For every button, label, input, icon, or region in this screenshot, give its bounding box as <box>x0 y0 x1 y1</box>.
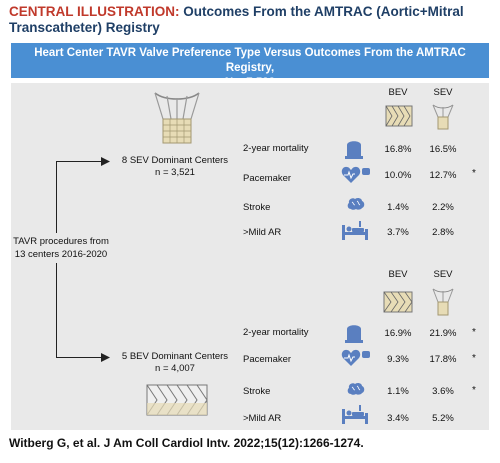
group-2-row-3-label: Stroke <box>243 386 271 397</box>
origin-line-1: TAVR procedures from <box>13 236 109 247</box>
group-1-sev-header: SEV <box>433 87 453 98</box>
group-2-row-1-label: 2-year mortality <box>243 327 309 338</box>
group-1-row-1-bev: 16.8% <box>384 144 412 155</box>
citation: Witberg G, et al. J Am Coll Cardiol Intv… <box>9 436 364 450</box>
group-1-bev-thumbnail <box>385 105 413 127</box>
brain-icon <box>347 382 365 395</box>
connector-top-horizontal <box>56 161 104 162</box>
origin-label: TAVR procedures from 13 centers 2016-202… <box>11 233 111 263</box>
group-2-row-3-star: * <box>472 385 476 396</box>
group-2-bev-header: BEV <box>388 269 408 280</box>
title-text: Outcomes From the AMTRAC (Aortic+Mitral … <box>9 4 464 35</box>
group-2-bev-thumbnail <box>383 291 413 313</box>
hospital-bed-icon <box>342 221 368 240</box>
group-2-row-2-label: Pacemaker <box>243 354 292 365</box>
bev-valve-image <box>146 384 208 416</box>
group-2-row-2-star: * <box>472 353 476 364</box>
sev-valve-image <box>154 92 200 144</box>
illustration-title: CENTRAL ILLUSTRATION: Outcomes From the … <box>9 4 495 36</box>
connector-bottom-horizontal <box>56 357 104 358</box>
group-1-row-3-sev: 2.2% <box>432 202 454 213</box>
heart-pacemaker-icon <box>341 166 370 183</box>
group-1-row-2-label: Pacemaker <box>243 173 292 184</box>
group-2-sev-header: SEV <box>433 269 453 280</box>
group-1-row-4-bev: 3.7% <box>387 227 409 238</box>
group-1-row-1-sev: 16.5% <box>429 144 457 155</box>
group-1-row-1-label: 2-year mortality <box>243 143 309 154</box>
group-1-row-3-label: Stroke <box>243 202 271 213</box>
group-2-n: n = 4,007 <box>155 363 195 374</box>
group-1-row-2-bev: 10.0% <box>384 170 412 181</box>
tombstone-icon <box>345 141 363 159</box>
group-2-row-4-sev: 5.2% <box>432 413 454 424</box>
heart-pacemaker-icon <box>341 349 370 366</box>
arrowhead-bottom <box>101 353 110 362</box>
tombstone-icon <box>345 325 363 343</box>
group-1-n: n = 3,521 <box>155 167 195 178</box>
group-1-row-4-label: >Mild AR <box>243 227 282 238</box>
central-illustration-label: CENTRAL ILLUSTRATION: <box>9 4 180 19</box>
group-2-name: 5 BEV Dominant Centers <box>121 351 229 362</box>
group-2-row-4-label: >Mild AR <box>243 413 282 424</box>
group-2-row-3-bev: 1.1% <box>387 386 409 397</box>
group-1-row-3-bev: 1.4% <box>387 202 409 213</box>
group-1-bev-header: BEV <box>388 87 408 98</box>
group-2-row-2-bev: 9.3% <box>387 354 409 365</box>
group-1-name: 8 SEV Dominant Centers <box>121 155 229 166</box>
banner: Heart Center TAVR Valve Preference Type … <box>11 43 489 89</box>
origin-line-2: 13 centers 2016-2020 <box>14 249 108 260</box>
group-2-row-2-sev: 17.8% <box>429 354 457 365</box>
banner-line-1: Heart Center TAVR Valve Preference Type … <box>34 47 466 74</box>
brain-icon <box>347 197 365 210</box>
group-1-row-4-sev: 2.8% <box>432 227 454 238</box>
group-2-row-4-bev: 3.4% <box>387 413 409 424</box>
group-1-row-2-sev: 12.7% <box>429 170 457 181</box>
group-2-row-3-sev: 3.6% <box>432 386 454 397</box>
hospital-bed-icon <box>342 405 368 424</box>
group-1-row-2-star: * <box>472 168 476 179</box>
group-2-row-1-star: * <box>472 327 476 338</box>
group-2-sev-thumbnail <box>432 288 454 316</box>
content-panel: TAVR procedures from 13 centers 2016-202… <box>11 83 489 430</box>
group-1-sev-thumbnail <box>432 104 454 130</box>
group-2-row-1-sev: 21.9% <box>429 328 457 339</box>
arrowhead-top <box>101 157 110 166</box>
group-2-row-1-bev: 16.9% <box>384 328 412 339</box>
